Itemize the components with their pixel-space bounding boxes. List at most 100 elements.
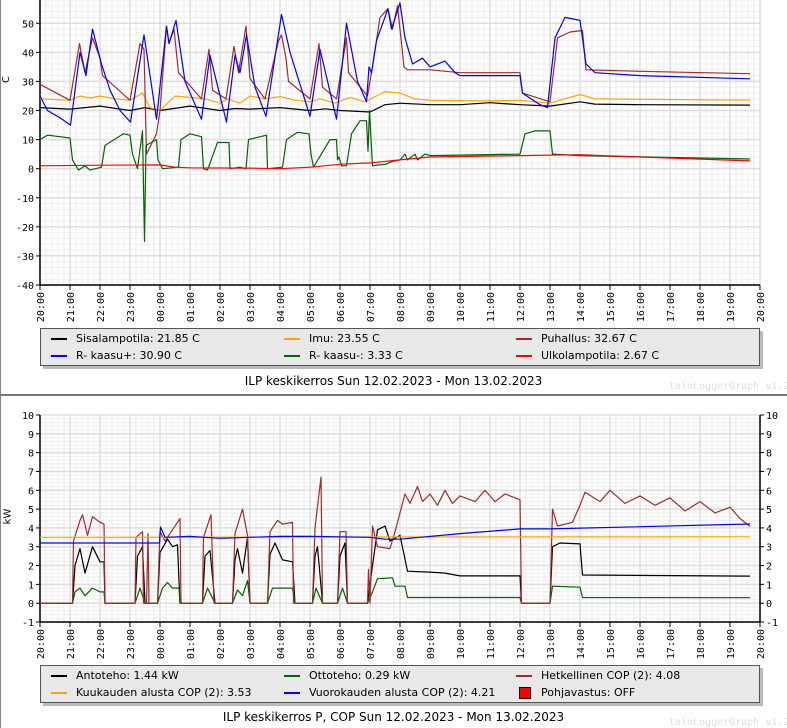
- y-tick-label: 30: [22, 77, 34, 88]
- x-tick-label: 09:00: [426, 629, 437, 659]
- legend-swatch: [284, 675, 300, 677]
- x-tick-label: 02:00: [216, 629, 227, 659]
- y-tick-label: 10: [22, 411, 34, 422]
- y-tick-label: 1: [28, 580, 34, 591]
- x-tick-label: 18:00: [696, 292, 707, 322]
- x-tick-label: 06:00: [336, 629, 347, 659]
- x-tick-label: 10:00: [456, 629, 467, 659]
- x-tick-label: 20:00: [36, 292, 47, 322]
- y-tick-label-right: 9: [766, 430, 772, 441]
- series-line-puhallus: [39, 5, 751, 155]
- x-tick-label: 16:00: [636, 292, 647, 322]
- y-tick-label-right: 6: [766, 486, 772, 497]
- x-tick-label: 22:00: [96, 292, 107, 322]
- y-tick-label-right: 0: [766, 599, 772, 610]
- series-line-ulkolampotila: [39, 154, 751, 170]
- x-tick-label: 08:00: [396, 629, 407, 659]
- x-tick-label: 19:00: [726, 292, 737, 322]
- x-tick-label: 06:00: [336, 292, 347, 322]
- legend-swatch: [284, 355, 300, 357]
- y-tick-label-right: 3: [766, 543, 772, 554]
- legend-swatch: [51, 355, 67, 357]
- y-tick-label: 20: [22, 107, 34, 118]
- x-tick-label: 23:00: [126, 292, 137, 322]
- y-tick-label: 8: [28, 449, 34, 460]
- y-tick-label: 2: [28, 562, 34, 573]
- y-tick-label-right: 1: [766, 580, 772, 591]
- y-tick-label-right: 10: [766, 411, 778, 422]
- x-tick-label: 14:00: [576, 629, 587, 659]
- x-tick-label: 12:00: [516, 629, 527, 659]
- y-tick-label: 6: [28, 486, 34, 497]
- y-tick-label: 50: [22, 19, 34, 30]
- legend-swatch: [51, 338, 67, 340]
- x-tick-label: 01:00: [186, 629, 197, 659]
- y-tick-label: 40: [22, 48, 34, 59]
- legend-label: Sisalampotila: 21.85 C: [76, 332, 200, 345]
- x-tick-label: 09:00: [426, 292, 437, 322]
- legend-label: Vuorokauden alusta COP (2): 4.21: [309, 686, 496, 699]
- x-tick-label: 00:00: [156, 292, 167, 322]
- x-tick-label: 02:00: [216, 292, 227, 322]
- legend-label: Antoteho: 1.44 kW: [76, 669, 179, 682]
- top-legend: Sisalampotila: 21.85 C Imu: 23.55 C Puhall…: [40, 328, 760, 366]
- x-tick-label: 17:00: [666, 629, 677, 659]
- x-tick-label: 01:00: [186, 292, 197, 322]
- indicator-square-icon: [519, 687, 531, 699]
- bottom-watermark: taloLoggerGraph v1.2: [669, 717, 787, 728]
- legend-swatch: [516, 355, 532, 357]
- series-line-hetkellinen-cop-2-: [40, 476, 751, 604]
- legend-label: R- kaasu-: 3.33 C: [309, 349, 403, 362]
- x-tick-label: 22:00: [96, 629, 107, 659]
- legend-swatch: [51, 692, 67, 694]
- legend-label: Pohjavastus: OFF: [541, 686, 636, 699]
- x-tick-label: 20:00: [36, 629, 47, 659]
- x-tick-label: 15:00: [606, 292, 617, 322]
- top-chart-title: ILP keskikerros Sun 12.02.2023 - Mon 13.…: [244, 374, 543, 388]
- y-tick-label: 10: [22, 136, 34, 147]
- y-tick-label-right: 7: [766, 467, 772, 478]
- y-tick-label-right: 5: [766, 505, 772, 516]
- y-tick-label: -20: [16, 223, 34, 234]
- legend-swatch: [516, 338, 532, 340]
- x-tick-label: 03:00: [246, 292, 257, 322]
- x-tick-label: 04:00: [276, 629, 287, 659]
- x-tick-label: 00:00: [156, 629, 167, 659]
- legend-label: Imu: 23.55 C: [309, 332, 380, 345]
- y-tick-label: 5: [28, 505, 34, 516]
- x-tick-label: 11:00: [486, 292, 497, 322]
- x-tick-label: 08:00: [396, 292, 407, 322]
- x-tick-label: 15:00: [606, 629, 617, 659]
- x-tick-label: 23:00: [126, 629, 137, 659]
- x-tick-label: 10:00: [456, 292, 467, 322]
- x-tick-label: 13:00: [546, 629, 557, 659]
- bottom-legend: Antoteho: 1.44 kW Ottoteho: 0.29 kW Hetkel…: [40, 665, 760, 703]
- y-tick-label-right: 8: [766, 449, 772, 460]
- x-tick-label: 07:00: [366, 292, 377, 322]
- y-tick-label: 4: [28, 524, 34, 535]
- x-tick-label: 12:00: [516, 292, 527, 322]
- y-tick-label: 0: [28, 165, 34, 176]
- chart-separator: [0, 394, 787, 396]
- y-tick-label-right: 4: [766, 524, 772, 535]
- y-tick-label: 3: [28, 543, 34, 554]
- y-tick-label-right: -1: [766, 618, 778, 629]
- frame-left-edge: [0, 0, 1, 728]
- x-tick-label: 14:00: [576, 292, 587, 322]
- top-watermark: taloLoggerGraph v1.2: [669, 381, 787, 392]
- y-tick-label: 9: [28, 430, 34, 441]
- chart-1: 10 109 98 87 76 65 54 43 32 21 10 0-1 -120:00 21:00 22…: [22, 411, 778, 659]
- x-tick-label: 05:00: [306, 629, 317, 659]
- y-tick-label: -40: [16, 281, 34, 292]
- series-line-sisalampotila: [39, 101, 751, 113]
- legend-label: Puhallus: 32.67 C: [541, 332, 637, 345]
- x-tick-label: 21:00: [66, 629, 77, 659]
- y-tick-label: -10: [16, 194, 34, 205]
- top-y-axis-label: C: [0, 76, 12, 83]
- legend-swatch: [284, 692, 300, 694]
- series-line-vuorokauden-alusta-cop-2-: [40, 523, 751, 544]
- y-tick-label: 7: [28, 467, 34, 478]
- legend-label: Ottoteho: 0.29 kW: [309, 669, 411, 682]
